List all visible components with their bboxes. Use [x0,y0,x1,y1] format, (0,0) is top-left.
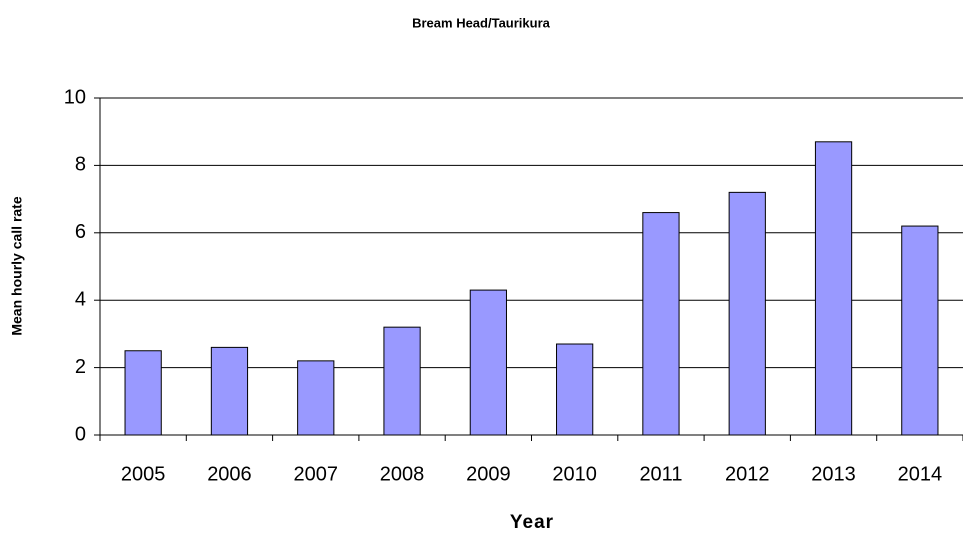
y-tick-label: 2 [75,356,86,378]
bar [728,191,766,436]
y-axis-label: Mean hourly call rate [9,196,25,335]
x-tick-label: 2013 [811,463,856,485]
bar [383,326,421,436]
x-tick-label: 2009 [466,463,511,485]
bar [814,141,853,436]
x-axis-label: Year [510,512,554,533]
y-tick-label: 8 [75,154,86,176]
bar [210,346,249,436]
y-tick-label: 6 [75,221,86,243]
bar [642,212,680,436]
x-tick-label: 2010 [552,463,597,485]
x-tick-label: 2005 [121,463,166,485]
y-tick-label: 4 [75,288,86,310]
bar [124,350,162,436]
x-tick-label: 2006 [207,463,252,485]
y-tick-label: 10 [64,86,86,108]
x-tick-label: 2008 [380,463,425,485]
y-tick-label: 0 [75,423,86,445]
bar [901,225,939,436]
x-tick-label: 2012 [725,463,770,485]
bar [297,360,335,436]
x-tick-label: 2014 [898,463,943,485]
bar [556,343,594,436]
x-tick-label: 2007 [294,463,339,485]
chart-title: Bream Head/Taurikura [412,15,551,30]
bar [469,289,507,436]
x-tick-label: 2011 [639,463,682,485]
